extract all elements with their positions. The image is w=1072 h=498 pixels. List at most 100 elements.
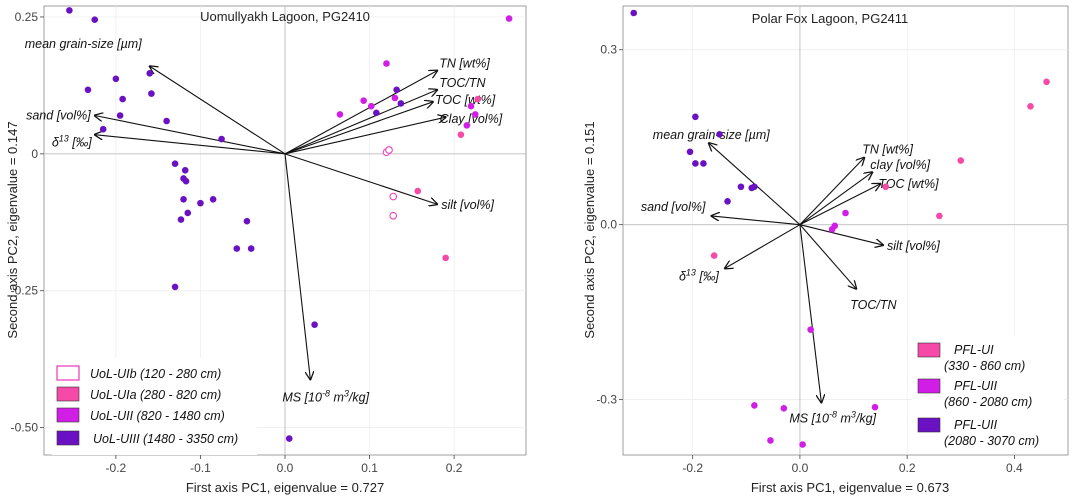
- left-point-uol-uiii: [66, 7, 73, 14]
- right-y-tick-label: 0.3: [600, 43, 617, 57]
- right-point-pfl-uii: [751, 183, 758, 191]
- right-point-pfl-uii: [780, 405, 788, 412]
- right-point-pfl-ui: [882, 183, 890, 191]
- legend-swatch-pfl-uii: [917, 378, 941, 394]
- left-vector-ms-10-8-m3-kg: [284, 153, 310, 380]
- left-point-uol-uii: [471, 111, 479, 118]
- left-point-uol-uiii: [311, 321, 318, 328]
- left-vector-label-13c: δ13 [‰]: [52, 134, 92, 150]
- left-point-uol-uii: [467, 102, 475, 110]
- legend-swatch-uol-uia: [56, 386, 80, 402]
- right-point-pfl-ui: [1027, 102, 1034, 110]
- left-point-uol-uii: [391, 94, 399, 102]
- left-vector-sand-vol: [95, 116, 286, 155]
- left-vector-toc-tn: [284, 90, 437, 155]
- left-point-uol-uiii: [397, 100, 405, 107]
- right-y-tick-label: 0.0: [600, 218, 617, 232]
- left-point-uol-uii: [383, 60, 390, 67]
- right-point-pfl-ui: [957, 157, 965, 164]
- legend-swatch-pfl-ui: [917, 342, 941, 358]
- legend-label-pfl-uii-name: PFL-UII: [954, 379, 998, 393]
- right-vector-label-sand-vol: sand [vol%]: [641, 200, 706, 214]
- left-x-tick-label: 0.0: [277, 461, 294, 475]
- left-point-uol-uiii: [180, 195, 187, 203]
- right-vector-silt-vol: [799, 224, 883, 245]
- left-point-uol-uiii: [247, 245, 255, 252]
- legend-label-pfl-uiii-name: PFL-UII: [954, 418, 998, 432]
- left-point-uol-uiii: [285, 435, 293, 442]
- right-point-pfl-ui: [710, 252, 718, 259]
- legend-label-pfl-uii-range: (860 - 2080 cm): [944, 395, 1032, 409]
- left-point-uol-uiii: [171, 283, 179, 291]
- right-vector-label-toc-tn: TOC/TN: [850, 298, 897, 312]
- left-vector-silt-vol: [284, 153, 437, 204]
- left-point-uol-uiii: [209, 195, 217, 203]
- left-point-uol-uii: [367, 102, 375, 110]
- right-point-pfl-uii: [700, 160, 707, 167]
- left-point-uol-uii: [505, 15, 513, 22]
- left-point-uol-uii: [336, 111, 344, 118]
- left-point-uol-uiii: [181, 166, 189, 174]
- left-x-axis-title: First axis PC1, eigenvalue = 0.727: [186, 480, 384, 495]
- legend-swatch-uol-uiii: [56, 430, 80, 446]
- left-point-uol-uiii: [171, 160, 179, 167]
- right-vector-toc-tn: [799, 224, 856, 289]
- left-vector-label-toc-wt: TOC [wt%]: [435, 93, 496, 107]
- left-point-uol-uiii: [182, 177, 190, 185]
- legend-label-pfl-ui-name: PFL-UI: [954, 343, 994, 357]
- right-x-tick-label: 0.2: [899, 461, 916, 475]
- legend-swatch-uol-uii: [56, 407, 80, 423]
- left-vector-label-silt-vol: silt [vol%]: [441, 198, 494, 212]
- legend-label-uol-uii: UoL-UII (820 - 1480 cm): [90, 409, 225, 423]
- left-point-uol-uiii: [243, 217, 251, 225]
- right-point-pfl-uii: [767, 437, 774, 444]
- left-point-uol-uiii: [163, 117, 170, 125]
- left-point-uol-uiii: [146, 70, 154, 77]
- right-vector-label-toc-wt: TOC [wt%]: [878, 177, 939, 191]
- left-vector-mean-grain-size-m: [150, 66, 286, 155]
- left-point-uol-uiii: [197, 199, 204, 207]
- legend-label-uol-uia: UoL-UIa (280 - 820 cm): [90, 388, 221, 402]
- left-y-axis-title: Second axis PC2, eigenvalue = 0.147: [5, 121, 20, 338]
- right-point-pfl-uii: [724, 198, 731, 205]
- left-x-tick-label: -0.2: [106, 461, 127, 475]
- left-point-uol-uiii: [119, 95, 126, 103]
- left-pca-panel: Uomullyakh Lagoon, PG2410 -0.2 -0.1 0.0 0.1…: [5, 5, 527, 495]
- right-panel-title: Polar Fox Lagoon, PG2411: [752, 11, 909, 26]
- left-legend-bg: [52, 358, 257, 455]
- left-y-tick-label: 0.25: [15, 10, 39, 24]
- legend-swatch-pfl-uiii: [917, 417, 941, 433]
- right-x-tick-label: 0.4: [1006, 461, 1023, 475]
- left-point-uol-uiii: [373, 109, 380, 117]
- left-vector-toc-wt: [284, 102, 433, 155]
- legend-label-pfl-ui-range: (330 - 860 cm): [944, 359, 1025, 373]
- left-x-tick-label: -0.1: [190, 461, 211, 475]
- left-point-uol-uib: [389, 192, 398, 201]
- left-point-uol-uia: [442, 254, 449, 262]
- right-legend: PFL-UI (330 - 860 cm) PFL-UII (860 - 208…: [912, 336, 1064, 451]
- left-vector-label-tn-wt: TN [wt%]: [439, 57, 490, 71]
- left-vector-label-clay-vol: Clay [vol%]: [440, 112, 503, 126]
- left-point-uol-uiii: [99, 125, 107, 133]
- right-point-pfl-uii: [828, 226, 836, 233]
- right-vector-label-silt-vol: silt [vol%]: [887, 239, 940, 253]
- left-point-uol-uia: [474, 95, 482, 103]
- right-vector-ms-10-8-m3-kg: [799, 224, 821, 403]
- left-y-tick-label: -0.50: [11, 421, 39, 435]
- left-point-uol-uiii: [148, 90, 155, 97]
- right-y-axis-title: Second axis PC2, eigenvalue = 0.151: [582, 121, 597, 338]
- right-point-pfl-ui: [936, 212, 943, 220]
- legend-label-pfl-uiii-range: (2080 - 3070 cm): [944, 434, 1039, 448]
- right-point-pfl-ui: [1043, 78, 1050, 86]
- right-point-pfl-uii: [871, 403, 879, 411]
- left-y-tick-label: 0: [31, 147, 38, 161]
- left-point-uol-uib: [385, 146, 393, 154]
- left-vector-clay-vol: [284, 117, 446, 155]
- right-x-tick-label: 0.0: [792, 461, 809, 475]
- left-point-uol-uiii: [91, 16, 99, 23]
- left-x-tick-label: 0.2: [446, 461, 463, 475]
- left-vector-label-mean-grain-size-m: mean grain-size [µm]: [25, 37, 142, 51]
- right-point-pfl-uii: [716, 130, 723, 138]
- left-point-uol-uiii: [233, 245, 241, 252]
